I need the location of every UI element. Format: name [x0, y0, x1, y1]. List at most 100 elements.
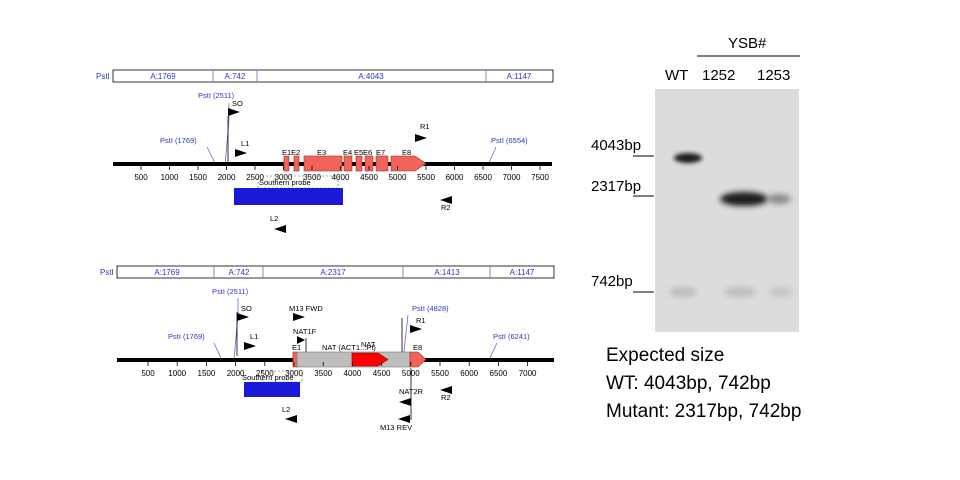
- exon-e2: [293, 155, 300, 172]
- southern-probe-label: Southern probe: [259, 178, 311, 187]
- ruler-label: 3500: [303, 173, 321, 182]
- exon-label: E3: [317, 148, 326, 157]
- lane-label-wt: WT: [665, 67, 688, 84]
- exon-label: E1: [292, 343, 301, 352]
- ruler-label: 1500: [189, 173, 207, 182]
- ruler-label: 6500: [474, 173, 492, 182]
- pst-site-label: PstI (1769): [160, 136, 197, 145]
- primer-r1-arrow: [415, 134, 427, 142]
- ruler-label: 4000: [344, 369, 362, 378]
- exon-e4: [343, 155, 353, 172]
- primer-nat1f-arrow: [297, 336, 305, 344]
- expected-size-summary: Expected size WT: 4043bp, 742bp Mutant: …: [606, 342, 801, 426]
- band-1253-2317: [767, 194, 791, 204]
- fragment-label: A:1769: [150, 72, 176, 81]
- ruler-label: 6500: [490, 369, 508, 378]
- exon-label: E6: [363, 148, 372, 157]
- primer-so-label: SO: [241, 304, 252, 313]
- pst-site-label: PstI (6554): [491, 136, 528, 145]
- strain-header: YSB#: [728, 35, 767, 52]
- fragment-label: A:1147: [510, 268, 535, 277]
- exon-label: E8: [413, 343, 422, 352]
- fragment-label: A:2317: [320, 268, 346, 277]
- primer-m13fwd-arrow: [293, 313, 305, 321]
- ruler-label: 4000: [332, 173, 350, 182]
- pst-site-label: PstI (4828): [412, 304, 449, 313]
- fragment-label: A:1147: [507, 72, 532, 81]
- ruler-label: 6000: [460, 369, 478, 378]
- primer-nat2r-label: NAT2R: [399, 387, 424, 396]
- nat-label: NAT: [361, 340, 376, 349]
- southern-probe-label: Southern probe: [242, 373, 294, 382]
- fragment-label: A:1413: [434, 268, 460, 277]
- primer-m13fwd-label: M13 FWD: [289, 304, 323, 313]
- ruler-label: 6000: [446, 173, 464, 182]
- primer-r2-arrow: [440, 196, 452, 204]
- ruler-label: 1500: [198, 369, 216, 378]
- exon-label: E1: [282, 148, 291, 157]
- exon-label: E8: [402, 148, 411, 157]
- primer-l2-label: L2: [270, 214, 278, 223]
- fragment-bar: [112, 69, 554, 83]
- primer-l2-arrow: [285, 415, 297, 423]
- ruler-label: 3000: [275, 173, 293, 182]
- pst-site-label: PstI (2511): [198, 91, 235, 100]
- ruler-label: 2000: [227, 369, 245, 378]
- primer-m13rev-label: M13 REV: [380, 423, 412, 432]
- marker-742: 742bp: [591, 273, 633, 290]
- primer-r1-label: R1: [416, 316, 426, 325]
- ruler-label: 5500: [431, 369, 449, 378]
- exon-e6: [364, 155, 374, 172]
- ruler-label: 4500: [360, 173, 378, 182]
- ruler-label: 4500: [373, 369, 391, 378]
- marker-2317: 2317bp: [591, 178, 641, 195]
- primer-m13rev-arrow: [398, 415, 410, 423]
- exon-label: E2: [291, 148, 300, 157]
- fragment-bar: [116, 265, 555, 279]
- ruler-label: 2500: [256, 369, 274, 378]
- primer-l1-label: L1: [241, 139, 249, 148]
- primer-l1-label: L1: [250, 332, 258, 341]
- band-1253-742: [769, 287, 793, 297]
- ruler-label: 500: [134, 173, 148, 182]
- band-wt-742: [669, 287, 697, 297]
- southern-probe: [244, 382, 300, 397]
- ruler-label: 7000: [519, 369, 537, 378]
- primer-l2-arrow: [274, 225, 286, 233]
- ruler-label: 5000: [389, 173, 407, 182]
- primer-so-label: SO: [232, 99, 243, 108]
- primer-l2-label: L2: [282, 405, 290, 414]
- ruler-label: 3000: [285, 369, 303, 378]
- primer-nat2r-arrow: [399, 398, 411, 406]
- mutant-map: PstI A:1769 A:742 A:2317 A:1413 A:1147 P…: [100, 265, 555, 432]
- lane-label-1253: 1253: [757, 67, 790, 84]
- fragment-bar-label: PstI: [96, 72, 110, 81]
- ruler-label: 2000: [218, 173, 236, 182]
- band-1252-2317: [720, 192, 768, 206]
- primer-l1-arrow: [244, 342, 256, 350]
- exon-label: E5: [354, 148, 363, 157]
- ruler-label: 7500: [531, 173, 549, 182]
- ruler-label: 2500: [246, 173, 264, 182]
- southern-blot: YSB# WT 1252 1253 4043bp 2317bp 742bp: [591, 35, 800, 332]
- fragment-label: A:4043: [358, 72, 384, 81]
- exon-label: E7: [376, 148, 385, 157]
- band-1252-742: [724, 287, 756, 297]
- lane-label-1252: 1252: [702, 67, 735, 84]
- pst-site-label: PstI (2511): [212, 287, 249, 296]
- summary-mutant: Mutant: 2317bp, 742bp: [606, 401, 802, 422]
- ruler-label: 500: [141, 369, 155, 378]
- exon-e3: [303, 155, 343, 172]
- primer-l1-arrow: [235, 149, 247, 157]
- exon-label: E4: [343, 148, 352, 157]
- ruler-label: 1000: [168, 369, 186, 378]
- pst-site-label: PstI (1769): [168, 332, 205, 341]
- exon-e7: [375, 155, 389, 172]
- band-wt-4043: [674, 153, 702, 163]
- ruler-label: 1000: [161, 173, 179, 182]
- exon-e8: [390, 155, 427, 172]
- ruler: 5001000150020002500300035004000450050005…: [141, 362, 537, 378]
- primer-r2-label: R2: [441, 393, 451, 402]
- primer-r2-arrow: [440, 386, 452, 394]
